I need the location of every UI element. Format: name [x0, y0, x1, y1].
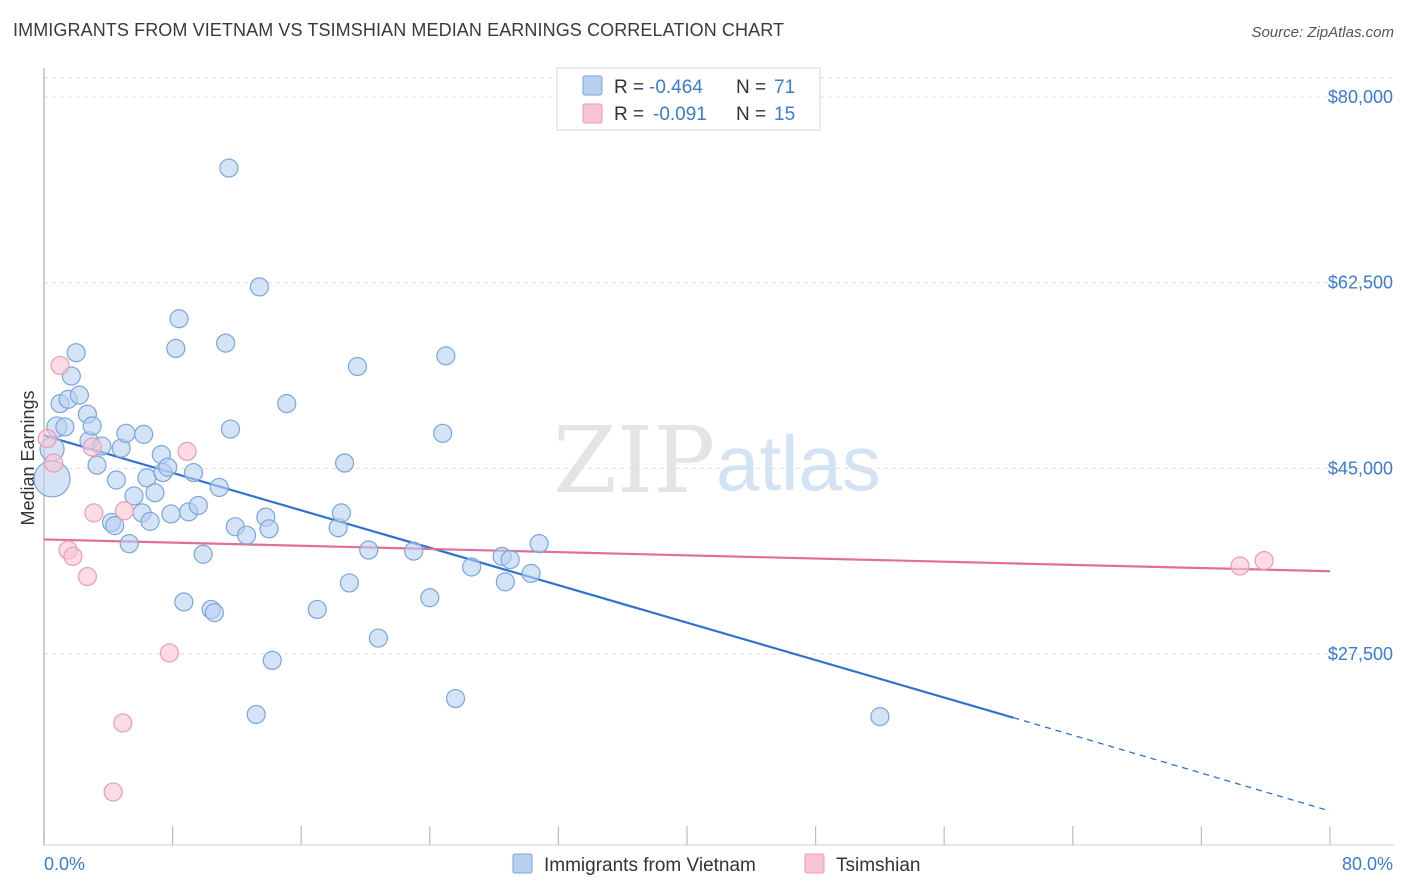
legend-n-label-1: N =	[736, 77, 766, 98]
data-point-vietnam	[209, 477, 229, 498]
data-point-vietnam	[124, 486, 144, 506]
legend-n-value-1: 71	[774, 77, 795, 98]
x-tick-label-max: 80.0%	[1342, 854, 1393, 874]
y-tick-labels: $27,500 $45,000 $62,500 $80,000	[1328, 87, 1393, 664]
data-point-vietnam	[420, 588, 440, 608]
data-point-vietnam	[347, 356, 368, 377]
data-point-vietnam	[236, 525, 257, 545]
data-point-vietnam	[500, 549, 520, 570]
data-point-vietnam	[307, 599, 327, 620]
data-point-vietnam	[529, 534, 549, 554]
watermark-zip: ZIP	[553, 407, 715, 514]
data-point-vietnam	[174, 592, 194, 612]
series-tsimshian-points	[37, 355, 1274, 802]
data-point-vietnam	[335, 453, 355, 473]
data-point-vietnam	[140, 511, 160, 531]
data-point-vietnam	[82, 416, 102, 436]
data-point-vietnam	[404, 541, 424, 561]
data-point-vietnam	[119, 534, 139, 554]
data-point-vietnam	[169, 309, 189, 329]
data-point-vietnam	[204, 603, 224, 623]
series-legend: Immigrants from Vietnam Tsimshian	[512, 853, 920, 876]
data-point-vietnam	[87, 455, 107, 475]
data-point-tsimshian	[103, 782, 123, 802]
data-point-vietnam	[183, 462, 204, 483]
bottom-legend-swatch-tsimshian	[804, 853, 825, 874]
data-point-vietnam	[216, 333, 236, 353]
legend-r-label-2: R =	[614, 104, 644, 125]
data-point-vietnam	[69, 385, 89, 405]
data-point-vietnam	[331, 503, 351, 523]
data-point-vietnam	[66, 343, 86, 363]
y-tick-label: $27,500	[1328, 644, 1393, 664]
data-point-vietnam	[158, 457, 178, 477]
data-point-tsimshian	[50, 355, 70, 376]
bottom-legend-label-vietnam: Immigrants from Vietnam	[544, 855, 756, 876]
data-point-tsimshian	[114, 501, 134, 521]
data-point-vietnam	[134, 424, 154, 444]
data-point-vietnam	[277, 394, 297, 414]
data-point-vietnam	[445, 688, 466, 709]
bottom-legend-swatch-vietnam	[512, 853, 533, 874]
bottom-legend-label-tsimshian: Tsimshian	[836, 855, 920, 876]
y-tick-label: $45,000	[1328, 458, 1393, 478]
data-point-vietnam	[262, 650, 282, 670]
data-point-vietnam	[249, 277, 270, 297]
data-point-vietnam	[870, 706, 890, 727]
data-point-tsimshian	[82, 437, 102, 457]
data-point-tsimshian	[77, 566, 98, 587]
data-point-tsimshian	[159, 643, 179, 663]
legend-swatch-vietnam	[582, 75, 603, 96]
y-tick-label: $80,000	[1328, 87, 1393, 107]
data-point-vietnam	[193, 544, 213, 564]
trend-line-tsimshian	[43, 538, 1331, 573]
trend-line-vietnam-extrapolated	[1013, 717, 1331, 812]
data-point-vietnam	[166, 338, 186, 359]
x-axis-ticks	[43, 826, 1331, 845]
data-point-vietnam	[339, 573, 360, 593]
watermark-atlas: atlas	[716, 419, 881, 507]
legend-r-value-1: -0.464	[649, 77, 703, 98]
legend-r-value-2: -0.091	[653, 104, 707, 125]
y-axis-label: Median Earnings	[18, 390, 38, 525]
data-point-vietnam	[106, 470, 126, 490]
x-tick-label-min: 0.0%	[44, 854, 85, 874]
legend-swatch-tsimshian	[582, 103, 603, 124]
series-vietnam-points	[33, 158, 890, 727]
data-point-vietnam	[495, 572, 515, 592]
data-point-vietnam	[161, 504, 181, 524]
data-point-tsimshian	[113, 713, 133, 733]
correlation-legend: R = -0.464 N = 71 R = -0.091 N = 15	[556, 67, 821, 131]
data-point-tsimshian	[1230, 556, 1250, 576]
data-point-vietnam	[55, 417, 75, 437]
data-point-vietnam	[259, 519, 279, 539]
data-point-tsimshian	[177, 441, 197, 461]
data-point-vietnam	[368, 628, 388, 648]
chart-title: IMMIGRANTS FROM VIETNAM VS TSIMSHIAN MED…	[13, 20, 785, 40]
y-tick-label: $62,500	[1328, 273, 1393, 293]
data-point-vietnam	[188, 495, 208, 516]
data-point-tsimshian	[44, 453, 64, 473]
data-point-vietnam	[461, 557, 482, 577]
data-point-vietnam	[246, 704, 266, 725]
data-point-tsimshian	[63, 546, 83, 566]
legend-n-value-2: 15	[774, 104, 795, 125]
data-point-vietnam	[105, 516, 125, 536]
data-point-vietnam	[219, 158, 239, 178]
x-tick-labels: 0.0% 80.0%	[44, 854, 1393, 874]
data-point-tsimshian	[1254, 551, 1274, 571]
data-point-vietnam	[436, 346, 456, 366]
data-point-vietnam	[116, 423, 136, 443]
legend-r-label-1: R =	[614, 77, 644, 98]
data-point-vietnam	[145, 483, 165, 503]
data-point-vietnam	[220, 419, 241, 439]
data-point-vietnam	[521, 563, 541, 583]
data-point-tsimshian	[37, 429, 57, 449]
source-attribution: Source: ZipAtlas.com	[1251, 24, 1394, 41]
data-point-vietnam	[359, 540, 379, 560]
legend-n-label-2: N =	[736, 104, 766, 125]
data-point-vietnam	[433, 423, 453, 443]
data-point-tsimshian	[84, 503, 104, 523]
